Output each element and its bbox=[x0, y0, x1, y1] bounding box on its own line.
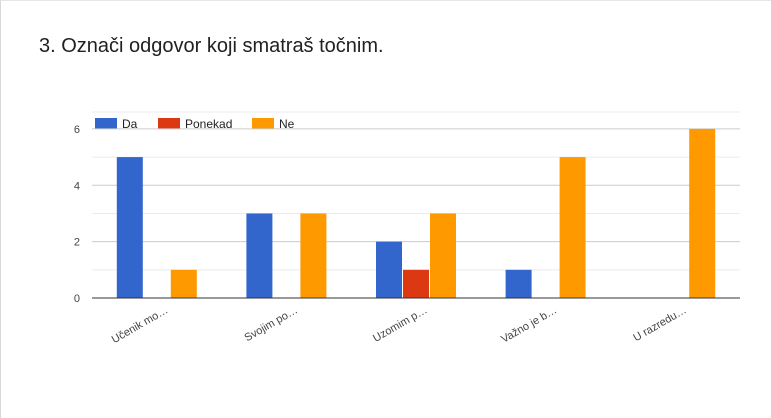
x-category-label-4: U razredu… bbox=[631, 304, 688, 344]
chart-bars bbox=[116, 128, 716, 298]
chart-legend: Da Ponekad Ne bbox=[95, 117, 295, 131]
legend-label-1: Ponekad bbox=[185, 117, 232, 131]
y-axis: 0 2 4 6 bbox=[74, 124, 80, 305]
bar-da-2[interactable] bbox=[376, 241, 402, 298]
bar-da-3[interactable] bbox=[505, 269, 532, 298]
x-category-label-3: Važno je b… bbox=[499, 304, 559, 345]
question-title: 3. Označi odgovor koji smatraš točnim. bbox=[39, 35, 384, 57]
chart-grid bbox=[92, 111, 740, 271]
x-category-label-2: Uzomim p… bbox=[371, 304, 429, 345]
bar-ne-3[interactable] bbox=[559, 157, 586, 298]
bar-ponekad-2[interactable] bbox=[403, 269, 429, 298]
bar-da-0[interactable] bbox=[116, 157, 143, 298]
legend-swatch-0 bbox=[95, 118, 117, 129]
legend-label-2: Ne bbox=[279, 117, 295, 131]
y-tick-label-1: 2 bbox=[74, 237, 80, 249]
x-category-label-1: Svojim po… bbox=[243, 304, 300, 344]
bar-da-1[interactable] bbox=[246, 213, 273, 298]
legend-swatch-2 bbox=[252, 118, 274, 129]
y-tick-label-3: 6 bbox=[74, 124, 80, 136]
x-axis: Učenik mo… Svojim po… Uzomim p… Važno je b…… bbox=[92, 297, 740, 346]
x-category-label-0: Učenik mo… bbox=[110, 304, 171, 346]
legend-swatch-1 bbox=[158, 118, 180, 129]
y-tick-label-0: 0 bbox=[74, 293, 80, 305]
bar-ne-1[interactable] bbox=[300, 213, 327, 298]
bar-ne-0[interactable] bbox=[170, 269, 197, 298]
bar-ne-4[interactable] bbox=[689, 128, 716, 298]
y-tick-label-2: 4 bbox=[74, 180, 80, 192]
bar-ne-2[interactable] bbox=[430, 213, 456, 298]
legend-label-0: Da bbox=[122, 117, 138, 131]
